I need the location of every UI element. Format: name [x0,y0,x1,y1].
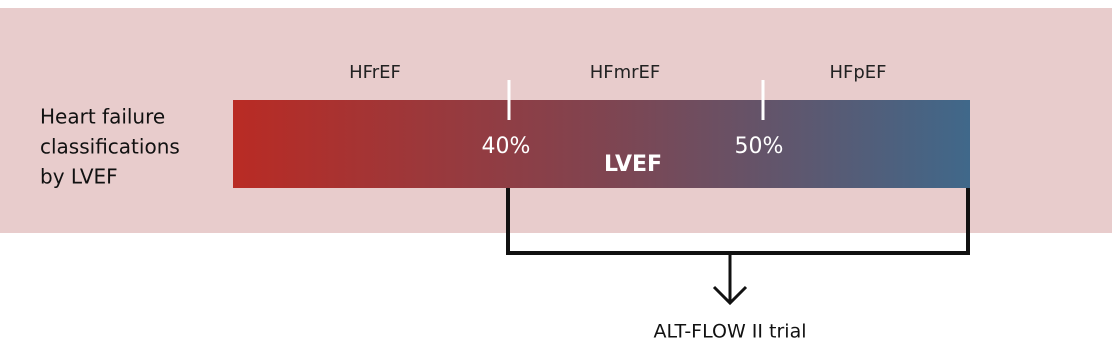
axis-label: LVEF [604,152,662,177]
panel-label: Heart failure classifications by LVEF [40,105,180,189]
label-line: classifications [40,135,180,159]
label-line: Heart failure [40,105,165,129]
lvef-bar [233,100,970,188]
bracket [506,188,970,255]
cutoff-label: 40% [482,134,531,159]
arrow-head [712,285,748,306]
segment-label: HFmrEF [590,62,661,83]
trial-label: ALT-FLOW II trial [653,321,806,343]
label-line: by LVEF [40,165,118,189]
segment-label: HFpEF [829,62,886,83]
cutoff-label: 50% [735,134,784,159]
segment-label: HFrEF [349,62,401,83]
